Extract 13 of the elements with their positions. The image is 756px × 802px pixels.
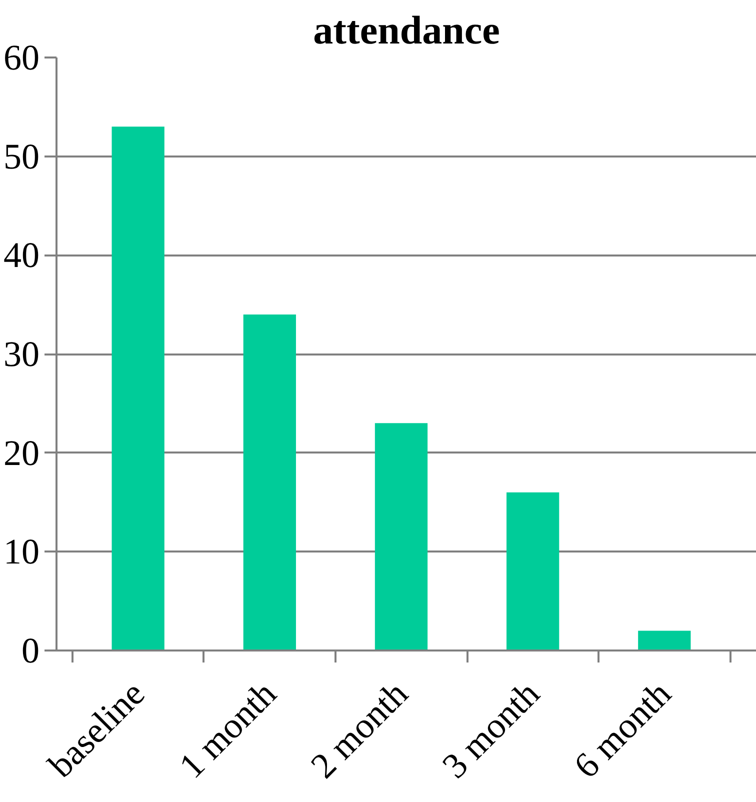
bar [243,314,296,650]
y-tick-label: 50 [4,136,40,176]
bar [112,126,164,650]
y-tick-label: 40 [4,235,40,276]
y-tick-label: 60 [4,38,40,78]
bar [374,423,428,650]
y-tick-label: 30 [4,334,40,374]
y-tick-label: 20 [4,432,40,473]
y-tick-label: 0 [22,630,40,670]
y-tick-label: 10 [4,532,40,572]
bar [506,492,560,650]
bar [638,630,691,650]
chart-title: attendance [313,8,500,52]
